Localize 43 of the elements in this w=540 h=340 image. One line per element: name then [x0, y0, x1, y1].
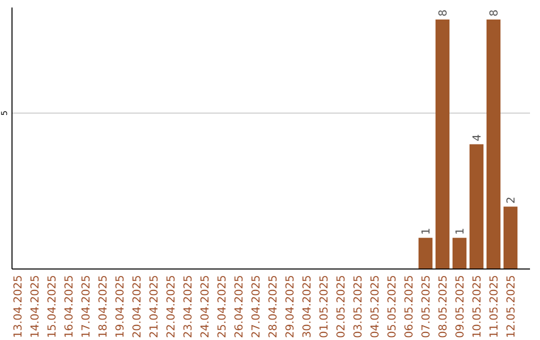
- y-tick-label: 5: [0, 110, 9, 116]
- x-tick-label: 07.05.2025: [420, 275, 432, 338]
- x-tick-label: 29.04.2025: [284, 275, 296, 338]
- x-tick-label: 24.04.2025: [198, 275, 212, 338]
- bar: [452, 238, 466, 269]
- x-tick-label: 30.04.2025: [300, 275, 314, 338]
- data-label: 8: [488, 10, 500, 16]
- x-tick-label: 16.04.2025: [62, 275, 76, 338]
- bar: [504, 206, 518, 269]
- bar: [486, 20, 500, 269]
- data-label: 2: [504, 196, 518, 204]
- data-label: 1: [420, 228, 432, 235]
- x-tick-label: 06.05.2025: [402, 275, 416, 338]
- x-tick-label: 22.04.2025: [164, 275, 178, 338]
- x-tick-label: 13.04.2025: [12, 275, 24, 338]
- x-tick-label: 18.04.2025: [96, 275, 110, 338]
- x-tick-label: 02.05.2025: [334, 275, 348, 338]
- x-tick-label: 09.05.2025: [454, 275, 466, 338]
- x-tick-label: 15.04.2025: [46, 275, 58, 338]
- data-label: 4: [470, 134, 484, 142]
- x-tick-label: 03.05.2025: [352, 275, 364, 338]
- x-tick-label: 21.04.2025: [148, 275, 160, 338]
- x-tick-label: 12.05.2025: [504, 275, 518, 338]
- x-tick-label: 08.05.2025: [436, 275, 450, 338]
- data-label: 8: [436, 10, 450, 16]
- data-label: 1: [454, 228, 466, 235]
- x-tick-label: 17.04.2025: [80, 275, 92, 338]
- x-tick-label: 05.05.2025: [386, 275, 398, 338]
- x-tick-label: 19.04.2025: [114, 275, 126, 338]
- x-tick-label: 10.05.2025: [470, 275, 484, 338]
- x-tick-label: 04.05.2025: [368, 275, 382, 338]
- x-tick-label: 26.04.2025: [232, 275, 246, 338]
- x-tick-label: 11.05.2025: [488, 275, 500, 338]
- x-tick-label: 23.04.2025: [182, 275, 194, 338]
- x-tick-label: 14.04.2025: [28, 275, 42, 338]
- bar: [418, 238, 432, 269]
- x-tick-label: 25.04.2025: [216, 275, 228, 338]
- bar: [470, 144, 484, 269]
- x-tick-label: 01.05.2025: [318, 275, 330, 338]
- x-tick-label: 28.04.2025: [266, 275, 280, 338]
- x-tick-label: 20.04.2025: [130, 275, 144, 338]
- bar: [436, 20, 450, 269]
- x-tick-label: 27.04.2025: [250, 275, 262, 338]
